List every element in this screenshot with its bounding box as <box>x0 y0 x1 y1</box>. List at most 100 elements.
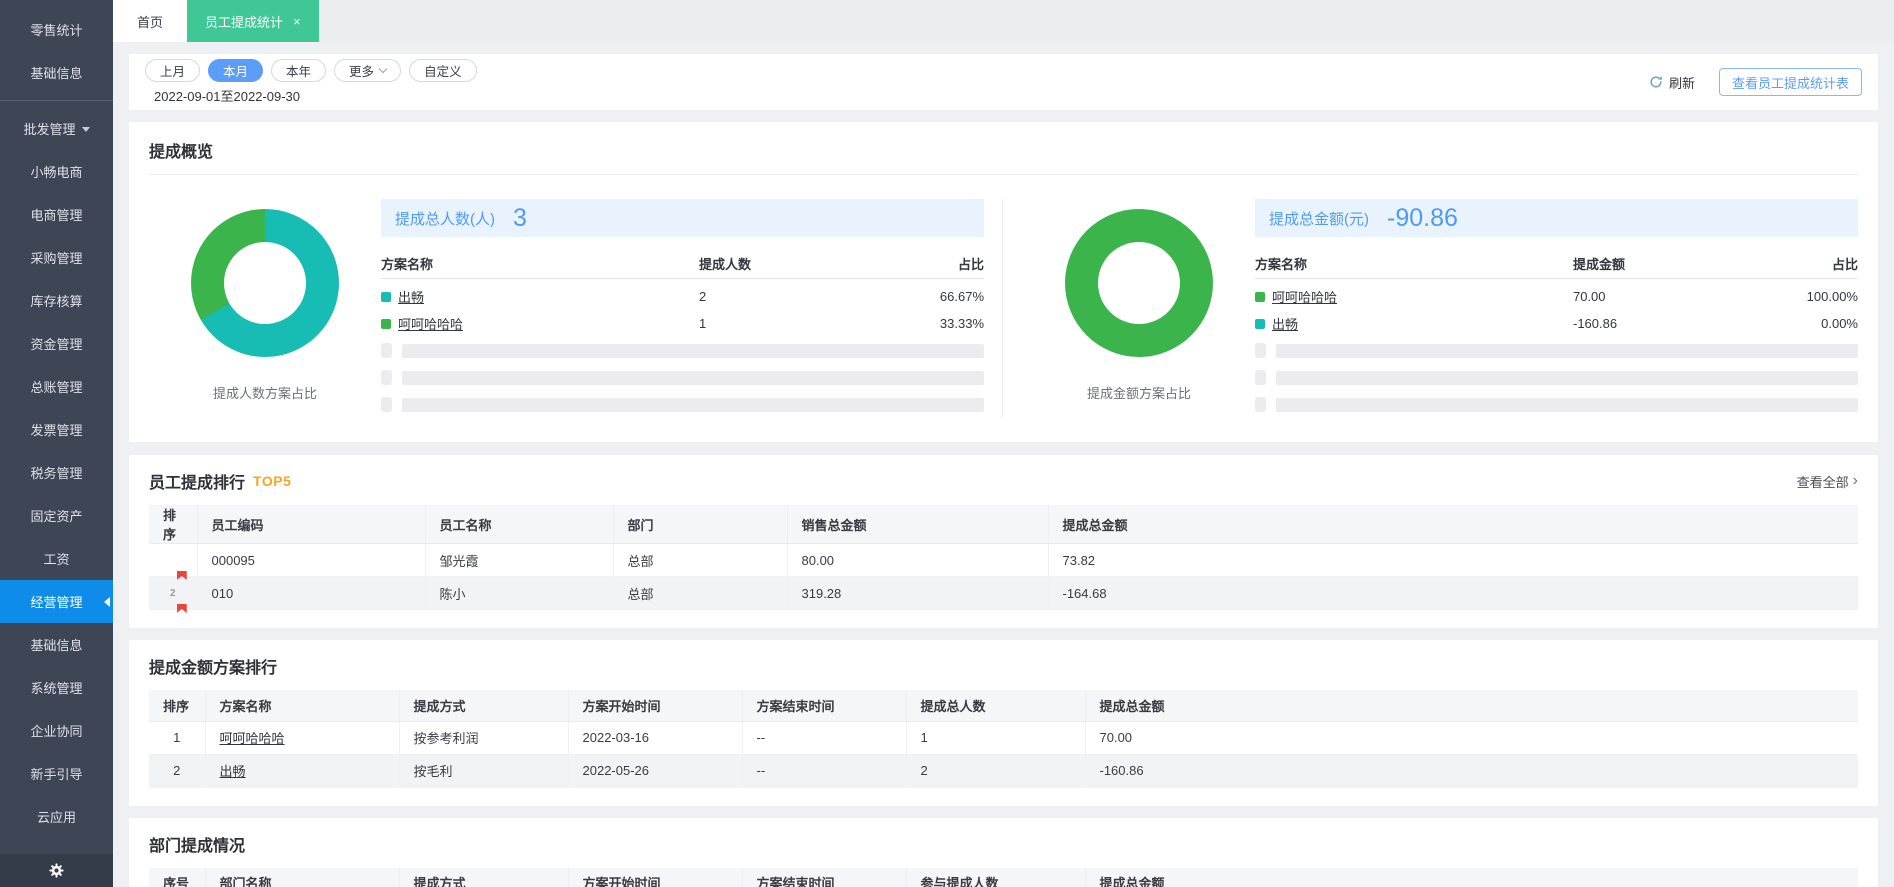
cell-sales-total: 319.28 <box>787 576 1049 610</box>
column-header: 序号 <box>149 867 206 887</box>
column-header: 员工编码 <box>197 505 426 544</box>
sidebar-item-label: 发票管理 <box>30 423 83 438</box>
plan-name-link[interactable]: 呵呵哈哈哈 <box>219 731 285 746</box>
sidebar-item-label: 系统管理 <box>30 681 83 696</box>
sidebar-item-label: 基础信息 <box>30 66 83 81</box>
cell-sales-total: 80.00 <box>787 543 1049 577</box>
sidebar-item-label: 资金管理 <box>30 337 83 352</box>
cell-employee-code: 010 <box>197 576 426 610</box>
sidebar-item-procurement-management[interactable]: 采购管理 <box>0 236 113 279</box>
cell-commission-total: 73.82 <box>1048 543 1858 577</box>
sidebar-item-business-management[interactable]: 经营管理 <box>0 580 113 623</box>
view-commission-report-button[interactable]: 查看员工提成统计表 <box>1718 68 1862 96</box>
cell-people-total: 1 <box>906 721 1086 755</box>
cell-department: 总部 <box>613 576 788 610</box>
refresh-label: 刷新 <box>1668 75 1695 91</box>
pill-more[interactable]: 更多 <box>334 59 402 82</box>
column-header: 占比 <box>957 257 984 272</box>
sidebar-item-label: 电商管理 <box>30 208 83 223</box>
column-header: 部门名称 <box>205 867 400 887</box>
sidebar-item-label: 采购管理 <box>30 251 83 266</box>
cell-end-date: -- <box>742 721 907 755</box>
sidebar-item-tax-management[interactable]: 税务管理 <box>0 451 113 494</box>
plan-name-link[interactable]: 出畅 <box>219 764 246 779</box>
page-content: 上月 本月 本年 更多 自定义 2022-09-01至2022-09-30 <box>113 42 1894 887</box>
sidebar-item-inventory-accounting[interactable]: 库存核算 <box>0 279 113 322</box>
pill-last-month[interactable]: 上月 <box>145 59 201 82</box>
plan-name-link[interactable]: 呵呵哈哈哈 <box>1272 290 1338 305</box>
column-header: 方案名称 <box>1255 257 1308 272</box>
table-row: 2 010 陈小 总部 319.28 -164.68 <box>149 576 1858 613</box>
view-all-link[interactable]: 查看全部 <box>1797 472 1858 491</box>
filter-actions: 刷新 查看员工提成统计表 <box>1649 68 1862 96</box>
sidebar-item-retail-statistics[interactable]: 零售统计 <box>0 8 113 51</box>
sidebar-divider <box>0 100 113 101</box>
cell-method: 按毛利 <box>399 754 569 788</box>
plan-name-link[interactable]: 出畅 <box>398 290 425 305</box>
column-header: 排序 <box>149 690 206 722</box>
column-header: 提成总金额 <box>1085 867 1858 887</box>
commission-overview-card: 提成概览 提成人数方案占比 提成总人数(人) 3 <box>129 122 1878 442</box>
sidebar-item-basic-info-2[interactable]: 基础信息 <box>0 623 113 666</box>
plan-rank-card: 提成金额方案排行 排序 方案名称 提成方式 方案开始时间 方案结束时间 提成总人… <box>129 640 1878 806</box>
pill-label: 本月 <box>223 65 249 79</box>
table-row: 1 000095 邹光霞 总部 80.00 73.82 <box>149 543 1858 580</box>
skeleton-row <box>1255 364 1858 391</box>
sidebar-item-invoice-management[interactable]: 发票管理 <box>0 408 113 451</box>
view-all-label: 查看全部 <box>1796 474 1849 490</box>
sidebar-item-basic-info[interactable]: 基础信息 <box>0 51 113 94</box>
gear-icon <box>49 863 64 878</box>
tab-employee-commission-stats[interactable]: 员工提成统计 <box>187 0 319 42</box>
cell-percent: 100.00% <box>1806 289 1858 304</box>
stat-value: 3 <box>513 203 527 232</box>
sidebar-item-fixed-assets[interactable]: 固定资产 <box>0 494 113 537</box>
table-header-row: 排序 方案名称 提成方式 方案开始时间 方案结束时间 提成总人数 提成总金额 <box>149 690 1858 722</box>
skeleton-row <box>381 364 984 391</box>
cell-start-date: 2022-05-26 <box>568 754 743 788</box>
chevron-right-icon <box>1853 473 1858 489</box>
sidebar-item-wholesale-management[interactable]: 批发管理 <box>0 107 113 150</box>
column-header: 销售总金额 <box>787 505 1049 544</box>
cell-commission-total: -164.68 <box>1048 576 1858 610</box>
sidebar-settings-button[interactable] <box>0 854 113 887</box>
pill-this-month[interactable]: 本月 <box>208 59 264 82</box>
table-header-row: 方案名称 提成人数 占比 <box>381 249 984 279</box>
sidebar-item-cloud-apps[interactable]: 云应用 <box>0 795 113 838</box>
refresh-button[interactable]: 刷新 <box>1649 73 1695 92</box>
caret-down-icon <box>81 127 90 132</box>
filter-bar: 上月 本月 本年 更多 自定义 2022-09-01至2022-09-30 <box>129 54 1878 110</box>
column-header: 部门 <box>613 505 788 544</box>
sidebar-item-ecommerce-management[interactable]: 电商管理 <box>0 193 113 236</box>
sidebar-menu: 零售统计 基础信息 批发管理 小畅电商 电商管理 采购管理 库存核算 资金管理 … <box>0 0 113 854</box>
sidebar-item-funds-management[interactable]: 资金管理 <box>0 322 113 365</box>
cell-rank: 1 <box>149 721 206 755</box>
pill-this-year[interactable]: 本年 <box>271 59 327 82</box>
sidebar-item-general-ledger[interactable]: 总账管理 <box>0 365 113 408</box>
sidebar-item-enterprise-collaboration[interactable]: 企业协同 <box>0 709 113 752</box>
sidebar-item-xiaochang-ecommerce[interactable]: 小畅电商 <box>0 150 113 193</box>
column-header: 方案结束时间 <box>742 867 907 887</box>
skeleton-row <box>381 337 984 364</box>
sidebar-item-system-management[interactable]: 系统管理 <box>0 666 113 709</box>
plan-name-link[interactable]: 呵呵哈哈哈 <box>398 317 464 332</box>
sidebar-item-beginner-guide[interactable]: 新手引导 <box>0 752 113 795</box>
plan-name-link[interactable]: 出畅 <box>1272 317 1299 332</box>
pill-custom[interactable]: 自定义 <box>409 59 477 82</box>
column-header: 排序 <box>149 505 198 544</box>
employee-rank-table: 排序 员工编码 员工名称 部门 销售总金额 提成总金额 1 000095 邹光霞 <box>149 505 1858 613</box>
cell-percent: 0.00% <box>1821 316 1858 331</box>
close-icon[interactable] <box>293 14 301 29</box>
sidebar-item-label: 固定资产 <box>30 509 83 524</box>
people-total-band: 提成总人数(人) 3 <box>381 199 984 237</box>
amount-total-band: 提成总金额(元) -90.86 <box>1255 199 1858 237</box>
cell-amount-total: 70.00 <box>1085 721 1858 755</box>
tab-home[interactable]: 首页 <box>113 0 188 42</box>
department-table: 序号 部门名称 提成方式 方案开始时间 方案结束时间 参与提成人数 提成总金额 <box>149 867 1858 887</box>
legend-swatch <box>1255 318 1265 329</box>
column-header: 提成总人数 <box>906 690 1086 722</box>
cell-start-date: 2022-03-16 <box>568 721 743 755</box>
people-overview-panel: 提成人数方案占比 提成总人数(人) 3 方案名称 提成人数 <box>149 199 1003 418</box>
sidebar-item-payroll[interactable]: 工资 <box>0 537 113 580</box>
tab-label: 首页 <box>137 14 164 30</box>
